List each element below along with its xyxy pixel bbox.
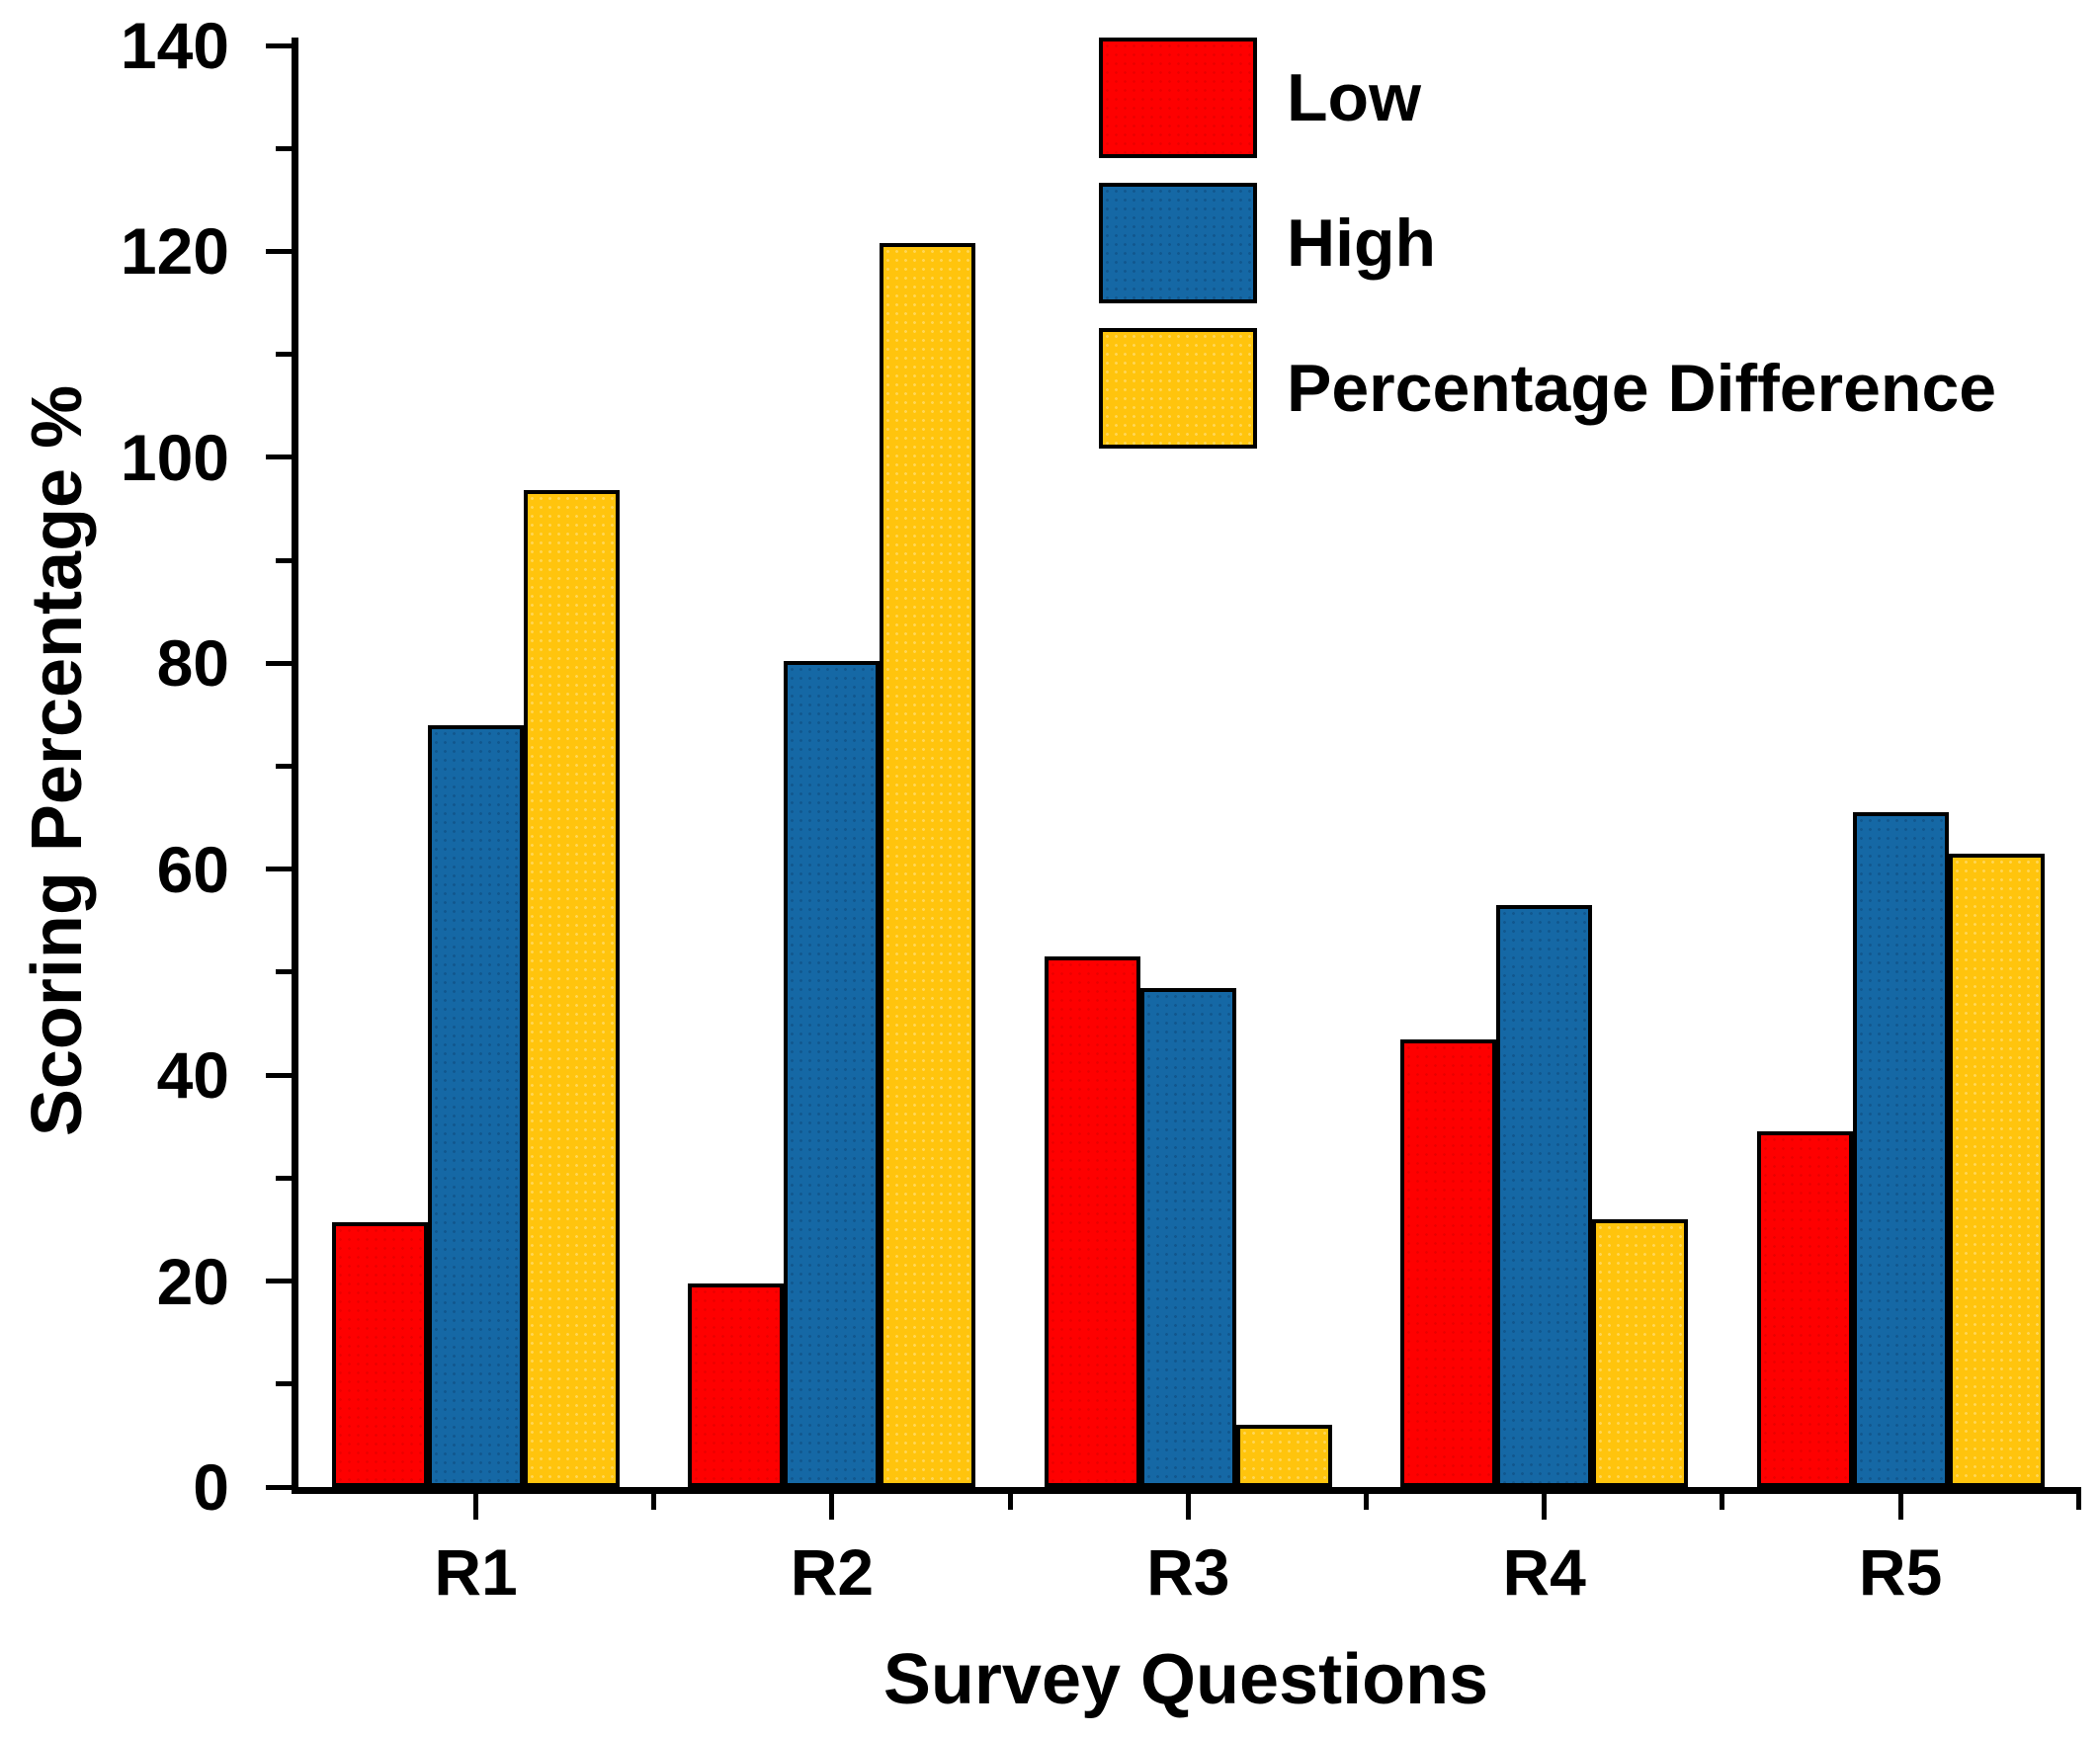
- y-minor-tick: [276, 557, 292, 563]
- legend-swatch-low: [1099, 38, 1257, 158]
- bar-r4-high: [1496, 905, 1593, 1487]
- y-tick-label: 0: [193, 1450, 229, 1524]
- y-major-tick: [266, 867, 292, 872]
- y-tick-label: 100: [120, 420, 229, 494]
- bar-r2-low: [688, 1282, 785, 1487]
- x-axis-title: Survey Questions: [882, 1640, 1489, 1719]
- bar-r1-percentage-difference: [524, 490, 620, 1487]
- y-major-tick: [266, 1484, 292, 1490]
- bar-r2-high: [784, 661, 881, 1487]
- y-tick-label: 140: [120, 9, 229, 82]
- y-major-tick: [266, 1279, 292, 1284]
- x-minor-tick: [1364, 1494, 1369, 1510]
- y-minor-tick: [276, 1381, 292, 1387]
- x-axis-line: [292, 1487, 2081, 1494]
- bar-r4-percentage-difference: [1592, 1219, 1689, 1487]
- bar-r1-low: [332, 1222, 428, 1487]
- y-minor-tick: [276, 1175, 292, 1181]
- legend-item: Percentage Difference: [1099, 324, 1996, 453]
- bar-r5-high: [1852, 812, 1949, 1487]
- category-label: R3: [1146, 1535, 1230, 1609]
- bar-r3-low: [1044, 956, 1140, 1487]
- y-tick-label: 60: [156, 832, 229, 906]
- category-label: R1: [434, 1535, 518, 1609]
- legend-item: Low: [1099, 34, 1996, 162]
- x-major-tick: [1897, 1494, 1903, 1520]
- legend: Low High Percentage Difference: [1099, 34, 1996, 469]
- x-major-tick: [1185, 1494, 1191, 1520]
- y-minor-tick: [276, 145, 292, 151]
- legend-label: Percentage Difference: [1287, 351, 1997, 426]
- x-major-tick: [1542, 1494, 1548, 1520]
- x-minor-tick: [2075, 1494, 2081, 1510]
- y-minor-tick: [276, 764, 292, 769]
- category-label: R5: [1858, 1535, 1943, 1609]
- y-tick-label: 80: [156, 626, 229, 701]
- bar-r3-percentage-difference: [1235, 1425, 1332, 1487]
- y-major-tick: [266, 42, 292, 48]
- y-tick-label: 120: [120, 214, 229, 289]
- legend-swatch-high: [1099, 183, 1257, 303]
- legend-item: High: [1099, 179, 1996, 307]
- x-minor-tick: [1007, 1494, 1013, 1510]
- y-major-tick: [266, 660, 292, 666]
- x-minor-tick: [651, 1494, 657, 1510]
- legend-label: Low: [1287, 60, 1421, 135]
- x-minor-tick: [1720, 1494, 1725, 1510]
- category-label: R4: [1502, 1535, 1586, 1609]
- bar-r1-high: [428, 724, 524, 1487]
- x-major-tick: [829, 1494, 835, 1520]
- y-tick-label: 40: [156, 1038, 229, 1113]
- y-axis-title: Scoring Percentage %: [18, 384, 97, 1137]
- y-axis-line: [292, 38, 298, 1494]
- bar-r5-percentage-difference: [1948, 854, 2045, 1487]
- bar-r3-high: [1139, 987, 1236, 1487]
- bar-r4-low: [1400, 1038, 1497, 1487]
- bar-r2-percentage-difference: [880, 243, 976, 1487]
- x-major-tick: [473, 1494, 478, 1520]
- y-major-tick: [266, 1072, 292, 1078]
- y-major-tick: [266, 248, 292, 254]
- bar-r5-low: [1756, 1131, 1853, 1487]
- y-minor-tick: [276, 352, 292, 358]
- y-minor-tick: [276, 969, 292, 975]
- legend-swatch-percentage-difference: [1099, 328, 1257, 449]
- y-major-tick: [266, 455, 292, 460]
- y-tick-label: 20: [156, 1244, 229, 1318]
- category-label: R2: [790, 1535, 875, 1609]
- legend-label: High: [1287, 206, 1437, 281]
